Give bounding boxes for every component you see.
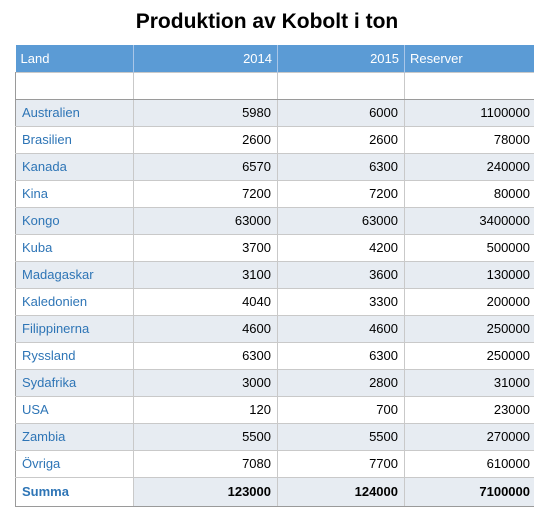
- table-header-row: Land 2014 2015 Reserver: [15, 45, 534, 73]
- cell-2014[interactable]: 120: [133, 396, 278, 424]
- cell-2015[interactable]: 3300: [277, 288, 405, 316]
- page-title: Produktion av Kobolt i ton: [135, 10, 399, 33]
- table-row: Sydafrika 3000 2800 31000: [15, 369, 534, 397]
- cell-reserver[interactable]: 1100000: [404, 99, 534, 127]
- cell-2015[interactable]: 4200: [277, 234, 405, 262]
- cell-2014[interactable]: 2600: [133, 126, 278, 154]
- cell-reserver[interactable]: 270000: [404, 423, 534, 451]
- cell-land[interactable]: Australien: [15, 99, 134, 127]
- cell-2014[interactable]: 7080: [133, 450, 278, 478]
- cell-reserver[interactable]: 130000: [404, 261, 534, 289]
- cell-land[interactable]: Madagaskar: [15, 261, 134, 289]
- column-header-2014[interactable]: 2014: [133, 45, 278, 73]
- table-row: Ryssland 6300 6300 250000: [15, 342, 534, 370]
- cell-reserver[interactable]: 500000: [404, 234, 534, 262]
- cell-land[interactable]: Kaledonien: [15, 288, 134, 316]
- cell-land[interactable]: USA: [15, 396, 134, 424]
- table-row: Övriga 7080 7700 610000: [15, 450, 534, 478]
- cell-reserver[interactable]: 78000: [404, 126, 534, 154]
- cell-2015[interactable]: 4600: [277, 315, 405, 343]
- cell-land[interactable]: Brasilien: [15, 126, 134, 154]
- cobalt-production-table: Land 2014 2015 Reserver Australien 5980 60…: [15, 45, 534, 507]
- cell-2014[interactable]: 4600: [133, 315, 278, 343]
- cell-land[interactable]: Kuba: [15, 234, 134, 262]
- cell-2014[interactable]: 63000: [133, 207, 278, 235]
- cell-2014[interactable]: 5500: [133, 423, 278, 451]
- cell-reserver[interactable]: 31000: [404, 369, 534, 397]
- table-row: Kaledonien 4040 3300 200000: [15, 288, 534, 316]
- table-row: Filippinerna 4600 4600 250000: [15, 315, 534, 343]
- empty-row: [15, 72, 534, 100]
- total-cell-reserver[interactable]: 7100000: [404, 477, 534, 507]
- cell-reserver[interactable]: 250000: [404, 315, 534, 343]
- cell-2014[interactable]: 5980: [133, 99, 278, 127]
- column-header-land[interactable]: Land: [15, 45, 134, 73]
- cell-reserver[interactable]: 23000: [404, 396, 534, 424]
- cell-2014[interactable]: 3700: [133, 234, 278, 262]
- table-cell[interactable]: [15, 72, 134, 100]
- cell-reserver[interactable]: 250000: [404, 342, 534, 370]
- total-cell-2014[interactable]: 123000: [133, 477, 278, 507]
- cell-land[interactable]: Ryssland: [15, 342, 134, 370]
- column-header-2015[interactable]: 2015: [277, 45, 405, 73]
- cell-2015[interactable]: 7700: [277, 450, 405, 478]
- cell-2014[interactable]: 6300: [133, 342, 278, 370]
- cell-2014[interactable]: 7200: [133, 180, 278, 208]
- cell-2014[interactable]: 6570: [133, 153, 278, 181]
- table-row: Zambia 5500 5500 270000: [15, 423, 534, 451]
- cell-land[interactable]: Filippinerna: [15, 315, 134, 343]
- cell-2015[interactable]: 2800: [277, 369, 405, 397]
- cell-2015[interactable]: 6300: [277, 153, 405, 181]
- cell-2014[interactable]: 3000: [133, 369, 278, 397]
- table-cell[interactable]: [277, 72, 405, 100]
- cell-land[interactable]: Kanada: [15, 153, 134, 181]
- cell-2015[interactable]: 63000: [277, 207, 405, 235]
- table-row: Kina 7200 7200 80000: [15, 180, 534, 208]
- cell-2015[interactable]: 7200: [277, 180, 405, 208]
- table-row: Kongo 63000 63000 3400000: [15, 207, 534, 235]
- cell-land[interactable]: Kongo: [15, 207, 134, 235]
- table-row: Brasilien 2600 2600 78000: [15, 126, 534, 154]
- column-header-reserver[interactable]: Reserver: [404, 45, 534, 73]
- table-row: Madagaskar 3100 3600 130000: [15, 261, 534, 289]
- cell-land[interactable]: Zambia: [15, 423, 134, 451]
- cell-reserver[interactable]: 200000: [404, 288, 534, 316]
- total-cell-2015[interactable]: 124000: [277, 477, 405, 507]
- cell-2015[interactable]: 3600: [277, 261, 405, 289]
- cell-land[interactable]: Övriga: [15, 450, 134, 478]
- cell-reserver[interactable]: 610000: [404, 450, 534, 478]
- table-row: Kanada 6570 6300 240000: [15, 153, 534, 181]
- cell-reserver[interactable]: 3400000: [404, 207, 534, 235]
- table-cell[interactable]: [133, 72, 278, 100]
- cell-reserver[interactable]: 240000: [404, 153, 534, 181]
- total-label[interactable]: Summa: [15, 477, 134, 507]
- cell-2015[interactable]: 6300: [277, 342, 405, 370]
- cell-2015[interactable]: 700: [277, 396, 405, 424]
- table-row: Kuba 3700 4200 500000: [15, 234, 534, 262]
- cell-land[interactable]: Sydafrika: [15, 369, 134, 397]
- cell-2015[interactable]: 6000: [277, 99, 405, 127]
- cell-reserver[interactable]: 80000: [404, 180, 534, 208]
- cell-land[interactable]: Kina: [15, 180, 134, 208]
- cell-2015[interactable]: 2600: [277, 126, 405, 154]
- table-cell[interactable]: [404, 72, 534, 100]
- cell-2014[interactable]: 3100: [133, 261, 278, 289]
- table-row: USA 120 700 23000: [15, 396, 534, 424]
- cell-2015[interactable]: 5500: [277, 423, 405, 451]
- total-row: Summa 123000 124000 7100000: [15, 477, 534, 507]
- cell-2014[interactable]: 4040: [133, 288, 278, 316]
- table-row: Australien 5980 6000 1100000: [15, 99, 534, 127]
